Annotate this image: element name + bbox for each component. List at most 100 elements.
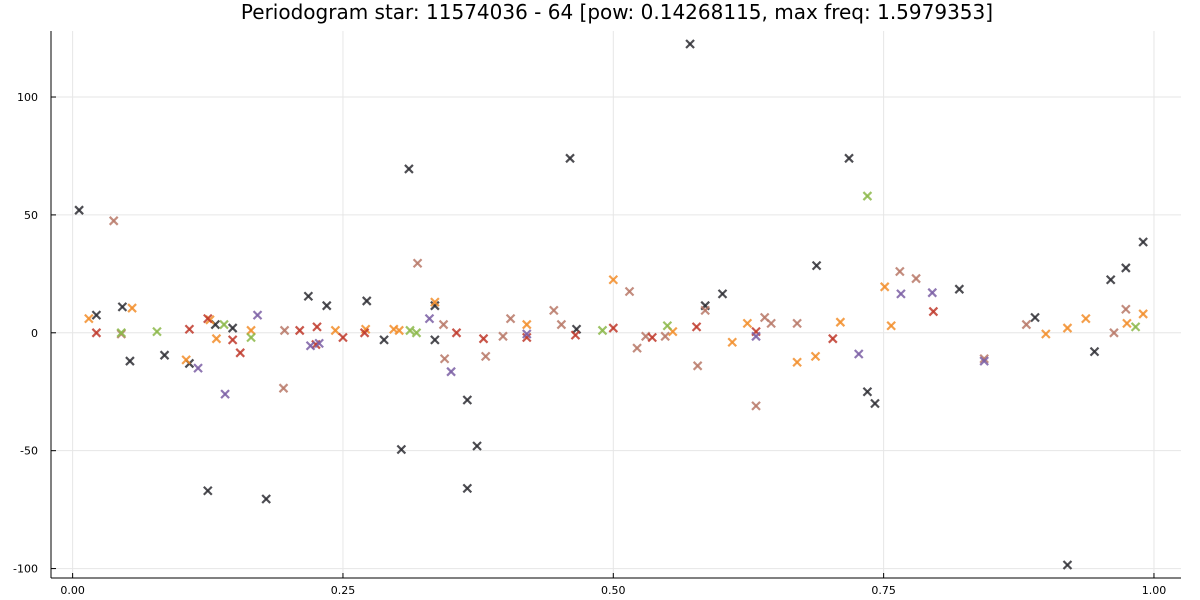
data-point [870,398,880,409]
data-point [1089,346,1100,357]
data-point [632,343,642,353]
data-point [660,331,670,342]
data-point [766,318,776,329]
data-point [751,401,761,411]
data-point [181,355,191,365]
data-point [727,337,738,348]
data-point [203,313,213,324]
x-tick-label: 1.00 [1142,584,1167,597]
data-point [125,356,135,366]
data-point [570,330,581,340]
tick-labels: 0.00 0.25 0.50 0.75 1.00 -100 -50 0 50 100 [13,91,1166,597]
data-point [412,258,423,269]
series-4 [193,287,989,399]
data-point [565,153,575,164]
series-2 [84,274,1148,368]
data-point [480,351,491,362]
data-point [361,296,372,306]
data-point [235,348,246,358]
data-point [549,305,559,316]
data-point [911,273,921,284]
data-point [853,349,864,359]
data-point [792,357,802,368]
axes [50,31,1181,579]
x-tick-label: 0.50 [601,584,626,597]
data-point [1030,312,1040,323]
data-point [462,395,473,405]
data-point [1121,304,1131,314]
x-tick-label: 0.25 [331,584,356,597]
data-point [430,297,440,307]
series-5 [116,191,1141,343]
data-point [979,356,989,366]
data-point [446,366,456,377]
data-point [1021,319,1032,330]
data-point [379,335,389,345]
data-point [261,494,271,504]
data-point [608,323,619,333]
data-point [246,325,256,336]
y-tick-label: -100 [13,563,38,576]
y-tick-label: 100 [17,91,38,104]
data-point [1138,309,1148,319]
data-point [246,332,256,343]
data-point [439,353,450,364]
data-point [879,282,890,292]
data-point [116,328,127,338]
data-point [1105,274,1116,285]
data-point [979,353,989,364]
data-point [117,302,128,312]
data-point [844,153,854,164]
data-point [91,328,102,338]
data-point [303,291,314,302]
data-point [462,483,473,494]
data-point [227,323,238,333]
data-point [1109,328,1119,338]
data-point [608,274,619,285]
data-point [927,287,938,298]
data-point [404,164,414,174]
x-tick-label: 0.00 [60,584,85,597]
data-point [1130,322,1141,332]
data-point [522,329,532,339]
data-point [359,328,370,338]
data-point [647,332,658,343]
data-point [1062,560,1073,570]
data-point [895,266,905,277]
data-point [438,319,449,330]
data-markers [74,39,1148,570]
data-point [792,318,802,329]
data-point [472,441,482,451]
data-point [394,325,404,336]
data-point [498,331,508,342]
data-point [279,325,290,336]
data-point [624,286,635,297]
data-point [314,338,324,349]
data-point [1062,323,1073,333]
data-point [451,328,462,338]
data-point [312,322,322,332]
y-tick-label: -50 [20,445,38,458]
data-point [321,300,332,311]
data-point [810,351,821,362]
data-point [928,306,939,317]
data-point [430,335,440,345]
data-point [1081,313,1091,324]
data-point [330,325,341,336]
data-point [692,361,703,371]
data-point [219,319,229,330]
data-point [896,289,906,299]
series-3 [91,306,939,358]
data-point [1138,237,1148,247]
data-point [203,485,213,496]
data-point [522,332,532,343]
data-point [1122,318,1132,329]
data-point [811,260,822,271]
data-point [74,205,84,215]
data-point [305,340,316,351]
data-point [862,191,873,201]
data-point [556,319,567,330]
data-point [424,313,435,324]
series-1 [108,216,1131,411]
data-point [1121,263,1131,273]
